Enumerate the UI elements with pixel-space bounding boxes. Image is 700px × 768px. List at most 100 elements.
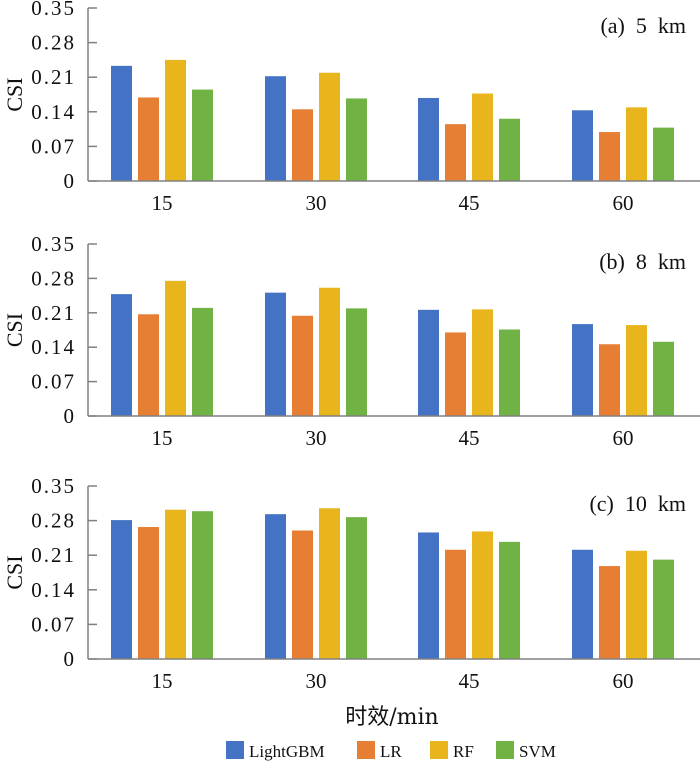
bar-rf-45 <box>472 309 493 416</box>
y-tick-label: 0.07 <box>31 612 76 636</box>
panel-title: (b) 8 km <box>599 249 686 274</box>
y-tick-label: 0.21 <box>31 301 76 325</box>
legend-label: LR <box>380 742 402 761</box>
bar-lr-15 <box>138 97 159 181</box>
x-tick-label: 60 <box>613 669 634 693</box>
bar-svm-60 <box>653 341 674 416</box>
bar-lr-30 <box>292 315 313 416</box>
bar-rf-60 <box>626 107 647 181</box>
bar-rf-60 <box>626 325 647 416</box>
x-tick-label: 45 <box>459 426 480 450</box>
y-tick-label: 0.35 <box>31 0 76 20</box>
bar-svm-15 <box>192 89 213 181</box>
bar-rf-30 <box>319 287 340 416</box>
y-axis-label: CSI <box>2 555 27 589</box>
bar-lr-45 <box>445 549 466 659</box>
bar-svm-30 <box>346 308 367 416</box>
bar-lightgbm-45 <box>418 97 439 181</box>
bar-lr-60 <box>599 132 620 181</box>
x-tick-label: 45 <box>459 669 480 693</box>
bar-lightgbm-30 <box>265 292 286 416</box>
panel-c: 0 0.07 0.14 0.21 0.28 0.35 15 30 45 60 CSI (c) 10 k… <box>2 474 700 693</box>
bar-lr-30 <box>292 530 313 659</box>
bar-rf-30 <box>319 508 340 659</box>
bar-lightgbm-45 <box>418 532 439 659</box>
legend-swatch <box>496 741 514 759</box>
bar-svm-45 <box>499 118 520 181</box>
bar-lightgbm-60 <box>572 549 593 659</box>
y-tick-label: 0.14 <box>31 335 76 359</box>
y-tick-label: 0.14 <box>31 100 76 124</box>
y-tick-label: 0 <box>64 647 77 671</box>
bar-svm-45 <box>499 329 520 416</box>
legend-label: LightGBM <box>249 742 325 761</box>
bar-svm-30 <box>346 98 367 181</box>
bar-svm-30 <box>346 517 367 659</box>
bar-lr-60 <box>599 566 620 659</box>
x-tick-label: 60 <box>613 426 634 450</box>
panel-a: 0 0.07 0.14 0.21 0.28 0.35 15 30 45 60 CSI (a) 5 km <box>2 0 700 215</box>
bar-lr-45 <box>445 124 466 181</box>
bar-svm-15 <box>192 307 213 416</box>
bar-rf-15 <box>165 59 186 181</box>
bar-svm-45 <box>499 541 520 659</box>
y-axis-label: CSI <box>2 77 27 111</box>
bar-lightgbm-60 <box>572 110 593 181</box>
bar-rf-45 <box>472 93 493 181</box>
x-tick-label: 15 <box>152 426 173 450</box>
legend-swatch <box>357 741 375 759</box>
y-tick-label: 0 <box>64 169 77 193</box>
bar-lightgbm-15 <box>111 294 132 416</box>
y-tick-label: 0.07 <box>31 134 76 158</box>
y-tick-label: 0.14 <box>31 578 76 602</box>
y-tick-label: 0 <box>64 404 77 428</box>
bar-svm-15 <box>192 511 213 659</box>
y-tick-label: 0.35 <box>31 232 76 256</box>
legend-swatch <box>226 741 244 759</box>
bar-lr-15 <box>138 314 159 416</box>
y-tick-label: 0.07 <box>31 370 76 394</box>
bar-rf-60 <box>626 550 647 659</box>
x-tick-label: 30 <box>306 669 327 693</box>
panel-b: 0 0.07 0.14 0.21 0.28 0.35 15 30 45 60 CSI (b) 8 km <box>2 232 700 450</box>
y-axis-label: CSI <box>2 313 27 347</box>
y-tick-label: 0.28 <box>31 266 76 290</box>
y-tick-label: 0.21 <box>31 65 76 89</box>
bar-lightgbm-15 <box>111 65 132 181</box>
legend-item-rf: RF <box>430 741 474 761</box>
bar-rf-15 <box>165 509 186 659</box>
bar-lightgbm-30 <box>265 76 286 181</box>
legend-item-lr: LR <box>357 741 402 761</box>
panel-title: (c) 10 km <box>589 491 686 516</box>
bar-lr-15 <box>138 527 159 659</box>
x-axis-label: 时效/min <box>345 705 438 730</box>
y-tick-label: 0.28 <box>31 31 76 55</box>
bar-svm-60 <box>653 559 674 659</box>
x-tick-label: 15 <box>152 191 173 215</box>
legend-label: SVM <box>519 742 556 761</box>
bar-lightgbm-60 <box>572 324 593 416</box>
bar-rf-30 <box>319 72 340 181</box>
bar-svm-60 <box>653 127 674 181</box>
x-tick-label: 30 <box>306 191 327 215</box>
x-tick-label: 45 <box>459 191 480 215</box>
y-tick-label: 0.35 <box>31 474 76 498</box>
panel-title: (a) 5 km <box>600 13 686 38</box>
legend-item-svm: SVM <box>496 741 556 761</box>
bar-lr-60 <box>599 344 620 416</box>
bar-lr-45 <box>445 332 466 416</box>
x-tick-label: 60 <box>613 191 634 215</box>
legend: LightGBM LR RF SVM <box>226 741 556 761</box>
bar-lr-30 <box>292 109 313 181</box>
x-tick-label: 15 <box>152 669 173 693</box>
y-tick-label: 0.21 <box>31 543 76 567</box>
bar-rf-15 <box>165 280 186 416</box>
legend-label: RF <box>453 742 474 761</box>
bar-lightgbm-30 <box>265 514 286 659</box>
legend-item-lightgbm: LightGBM <box>226 741 325 761</box>
x-tick-label: 30 <box>306 426 327 450</box>
bar-rf-45 <box>472 531 493 659</box>
legend-swatch <box>430 741 448 759</box>
bar-lightgbm-15 <box>111 520 132 659</box>
